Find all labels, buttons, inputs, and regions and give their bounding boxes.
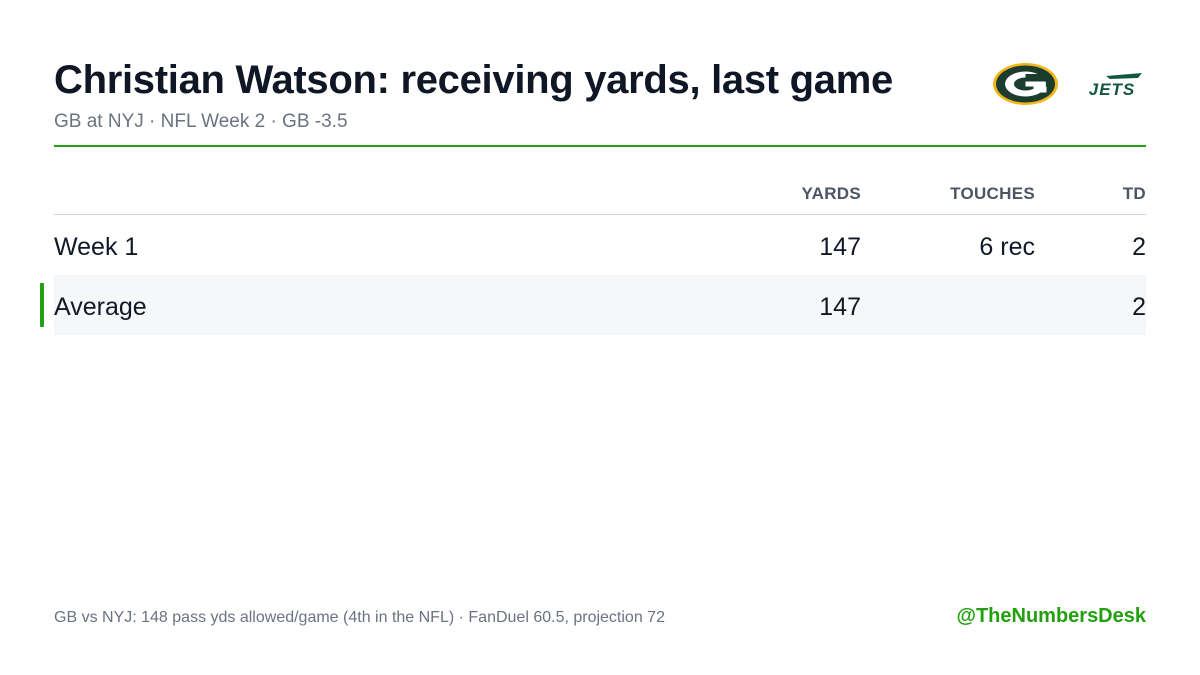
td-cell: 2	[1132, 293, 1146, 321]
yards-cell: 147	[819, 233, 861, 261]
average-row: Average 147 2	[40, 275, 1146, 335]
team-logos: JETS	[992, 62, 1148, 108]
column-header-yards: YARDS	[801, 184, 861, 203]
column-header-td: TD	[1122, 184, 1146, 203]
packers-logo-icon	[993, 63, 1058, 105]
td-cell: 2	[1132, 233, 1146, 261]
row-label: Week 1	[54, 233, 139, 261]
average-marker	[40, 283, 44, 327]
author-handle: @TheNumbersDesk	[956, 605, 1146, 627]
jets-logo-icon: JETS	[1089, 73, 1142, 99]
page-title: Christian Watson: receiving yards, last …	[54, 58, 893, 102]
table-header: YARDS TOUCHES TD	[54, 170, 1146, 215]
page-subtitle: GB at NYJ · NFL Week 2 · GB -3.5	[54, 111, 348, 132]
jets-logo-text: JETS	[1089, 80, 1136, 99]
column-header-touches: TOUCHES	[950, 184, 1035, 203]
row-label: Average	[54, 293, 147, 321]
table-row: Week 1 147 6 rec 2	[54, 215, 1146, 275]
footnote: GB vs NYJ: 148 pass yds allowed/game (4t…	[54, 609, 665, 626]
touches-cell: 6 rec	[979, 233, 1035, 261]
accent-divider	[54, 145, 1146, 147]
stats-table: YARDS TOUCHES TD Week 1 147 6 rec 2 Aver…	[40, 170, 1146, 335]
yards-cell: 147	[819, 293, 861, 321]
